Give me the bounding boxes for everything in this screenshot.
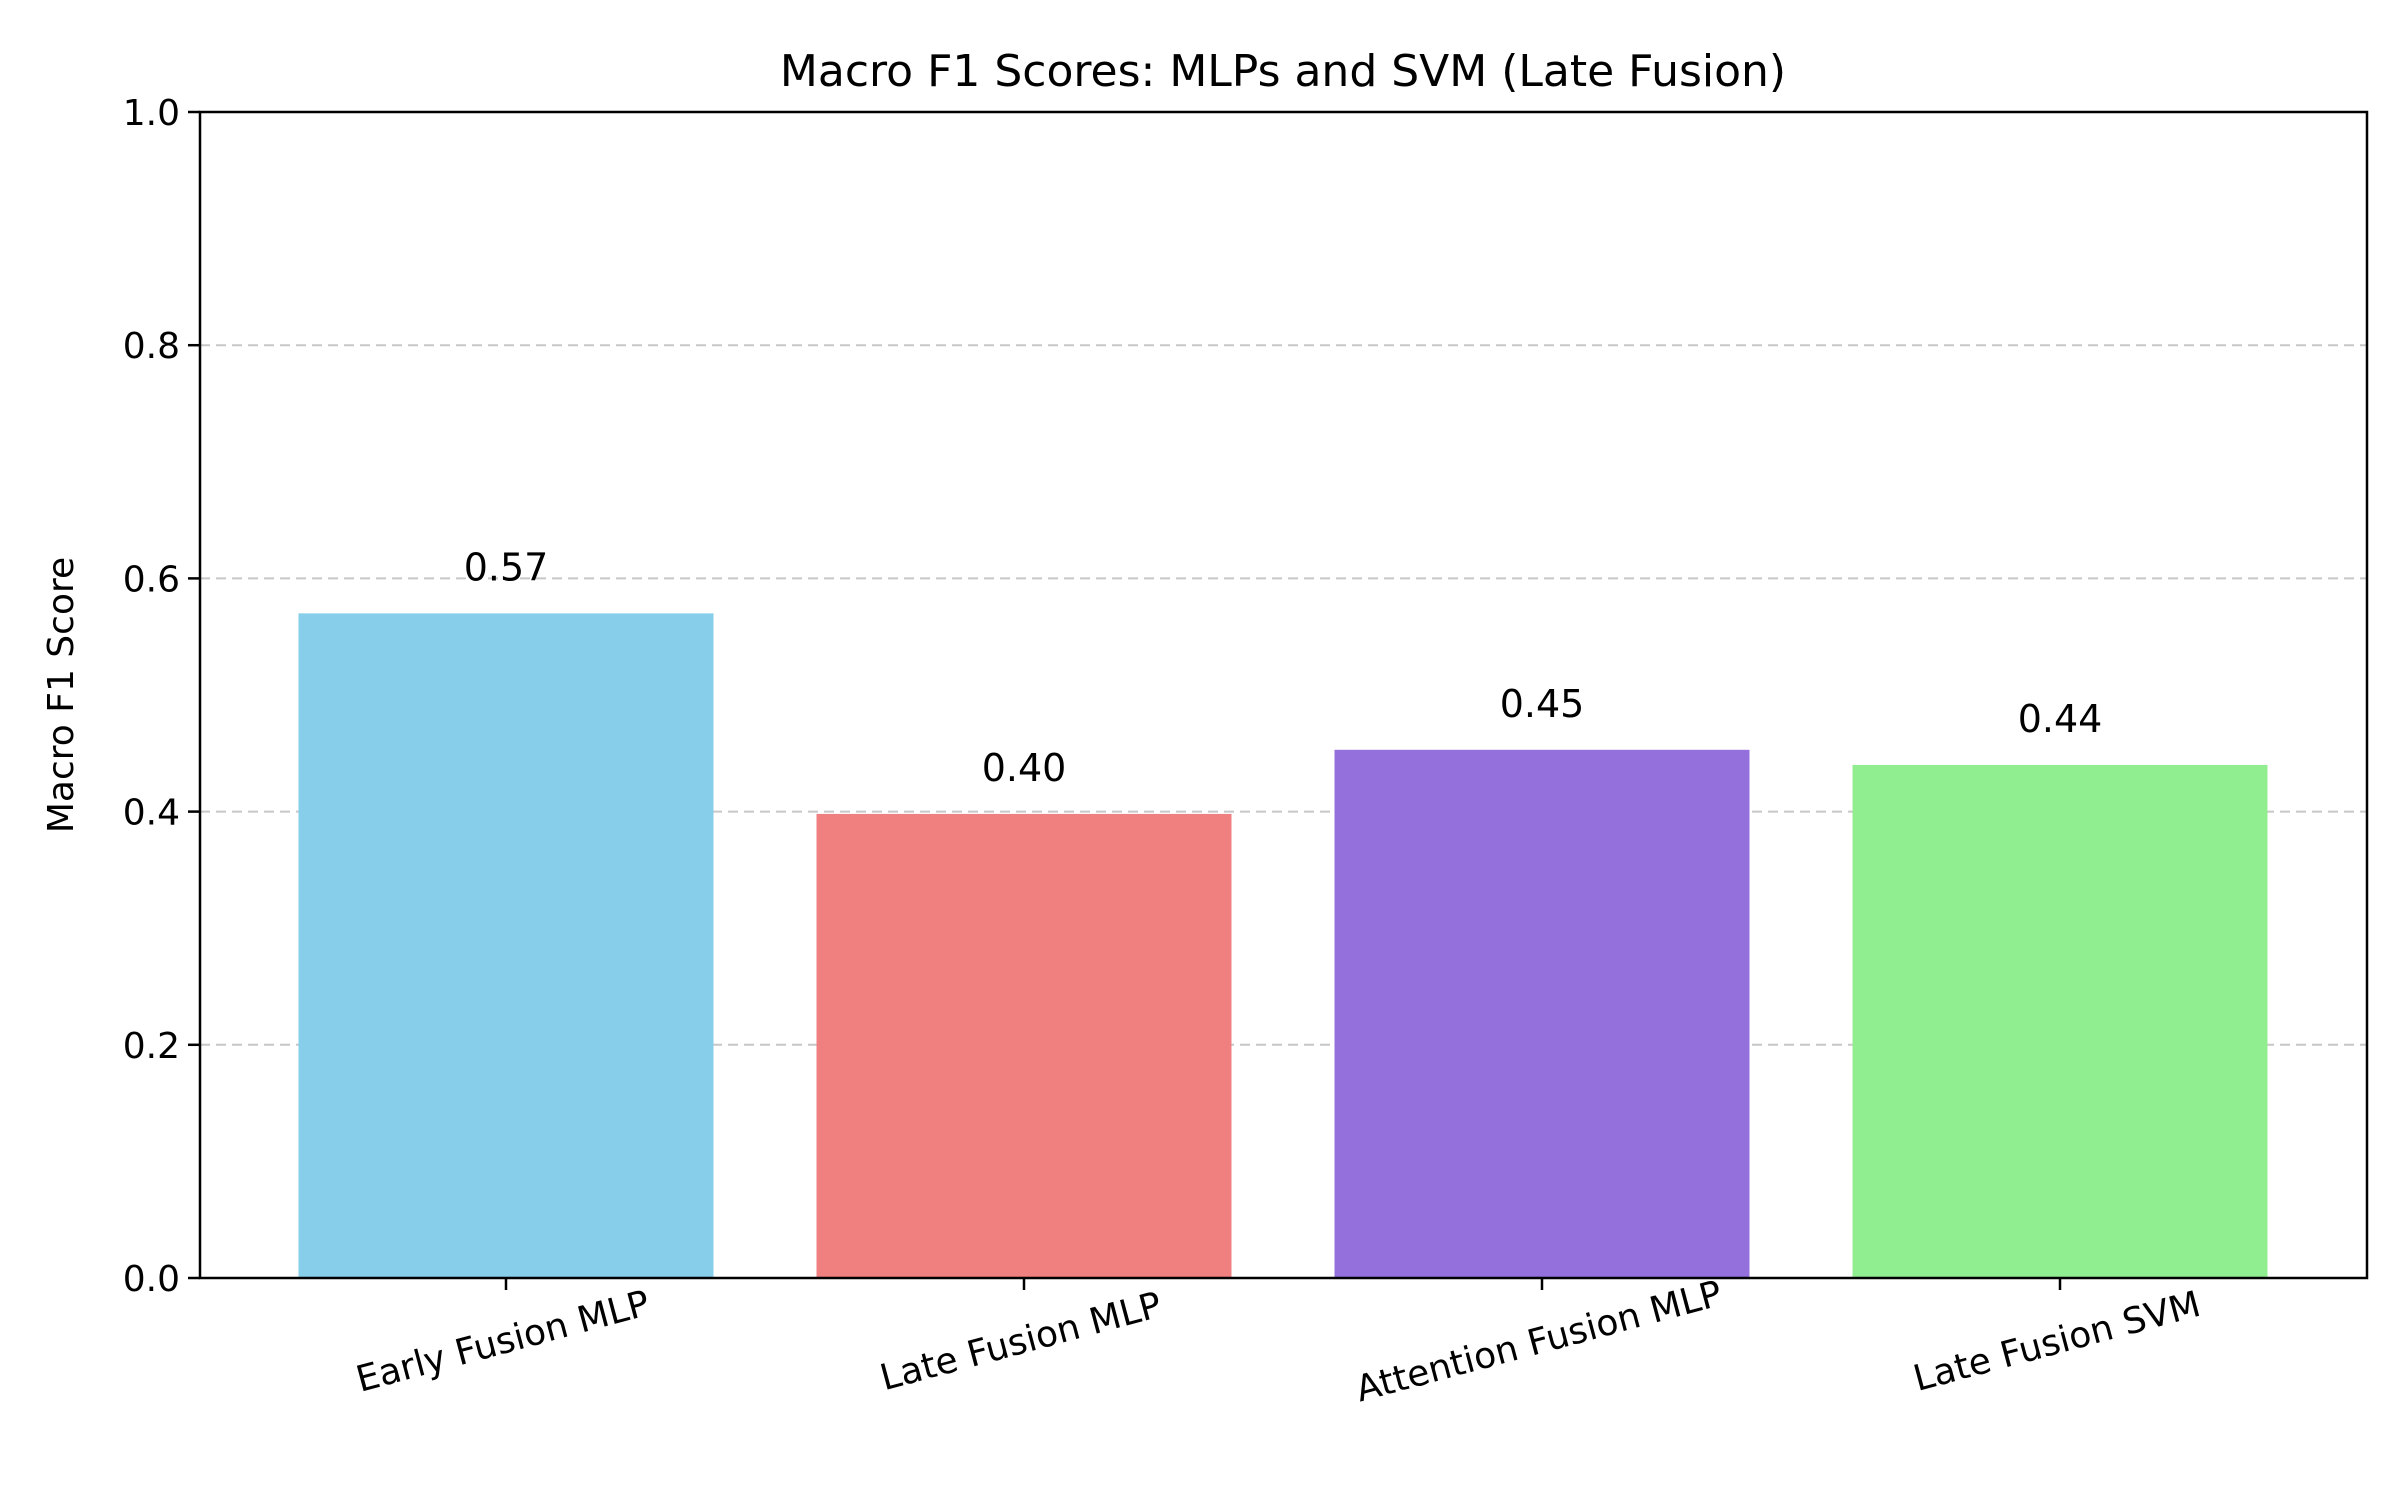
bar-value-label: 0.45	[1500, 682, 1585, 726]
data-labels: 0.57 0.40 0.45 0.44	[464, 545, 2103, 790]
bar-value-label: 0.57	[464, 545, 549, 589]
y-axis: 0.0 0.2 0.4 0.6 0.8 1.0	[123, 93, 200, 1300]
y-tick-label: 1.0	[123, 93, 180, 134]
y-axis-label: Macro F1 Score	[41, 557, 82, 833]
plot-frame	[198, 110, 2369, 1280]
y-tick-label: 0.4	[123, 793, 180, 834]
x-tick-label: Late Fusion SVM	[1909, 1284, 2205, 1400]
chart-title: Macro F1 Scores: MLPs and SVM (Late Fusi…	[780, 46, 1786, 97]
x-tick-label: Attention Fusion MLP	[1352, 1273, 1727, 1410]
x-tick-label: Late Fusion MLP	[876, 1285, 1166, 1399]
bar-value-label: 0.44	[2018, 697, 2103, 741]
bar-value-label: 0.40	[982, 746, 1067, 790]
y-tick-label: 0.6	[123, 559, 180, 600]
bars	[298, 613, 2268, 1278]
bar	[1334, 749, 1750, 1278]
y-tick-label: 0.0	[123, 1259, 180, 1300]
bar	[816, 813, 1232, 1278]
bar	[298, 613, 714, 1278]
bar	[1852, 764, 2268, 1278]
x-tick-label: Early Fusion MLP	[352, 1283, 654, 1401]
y-tick-label: 0.8	[123, 326, 180, 367]
y-tick-label: 0.2	[123, 1026, 180, 1067]
x-axis: Early Fusion MLP Late Fusion MLP Attention…	[352, 1273, 2205, 1410]
